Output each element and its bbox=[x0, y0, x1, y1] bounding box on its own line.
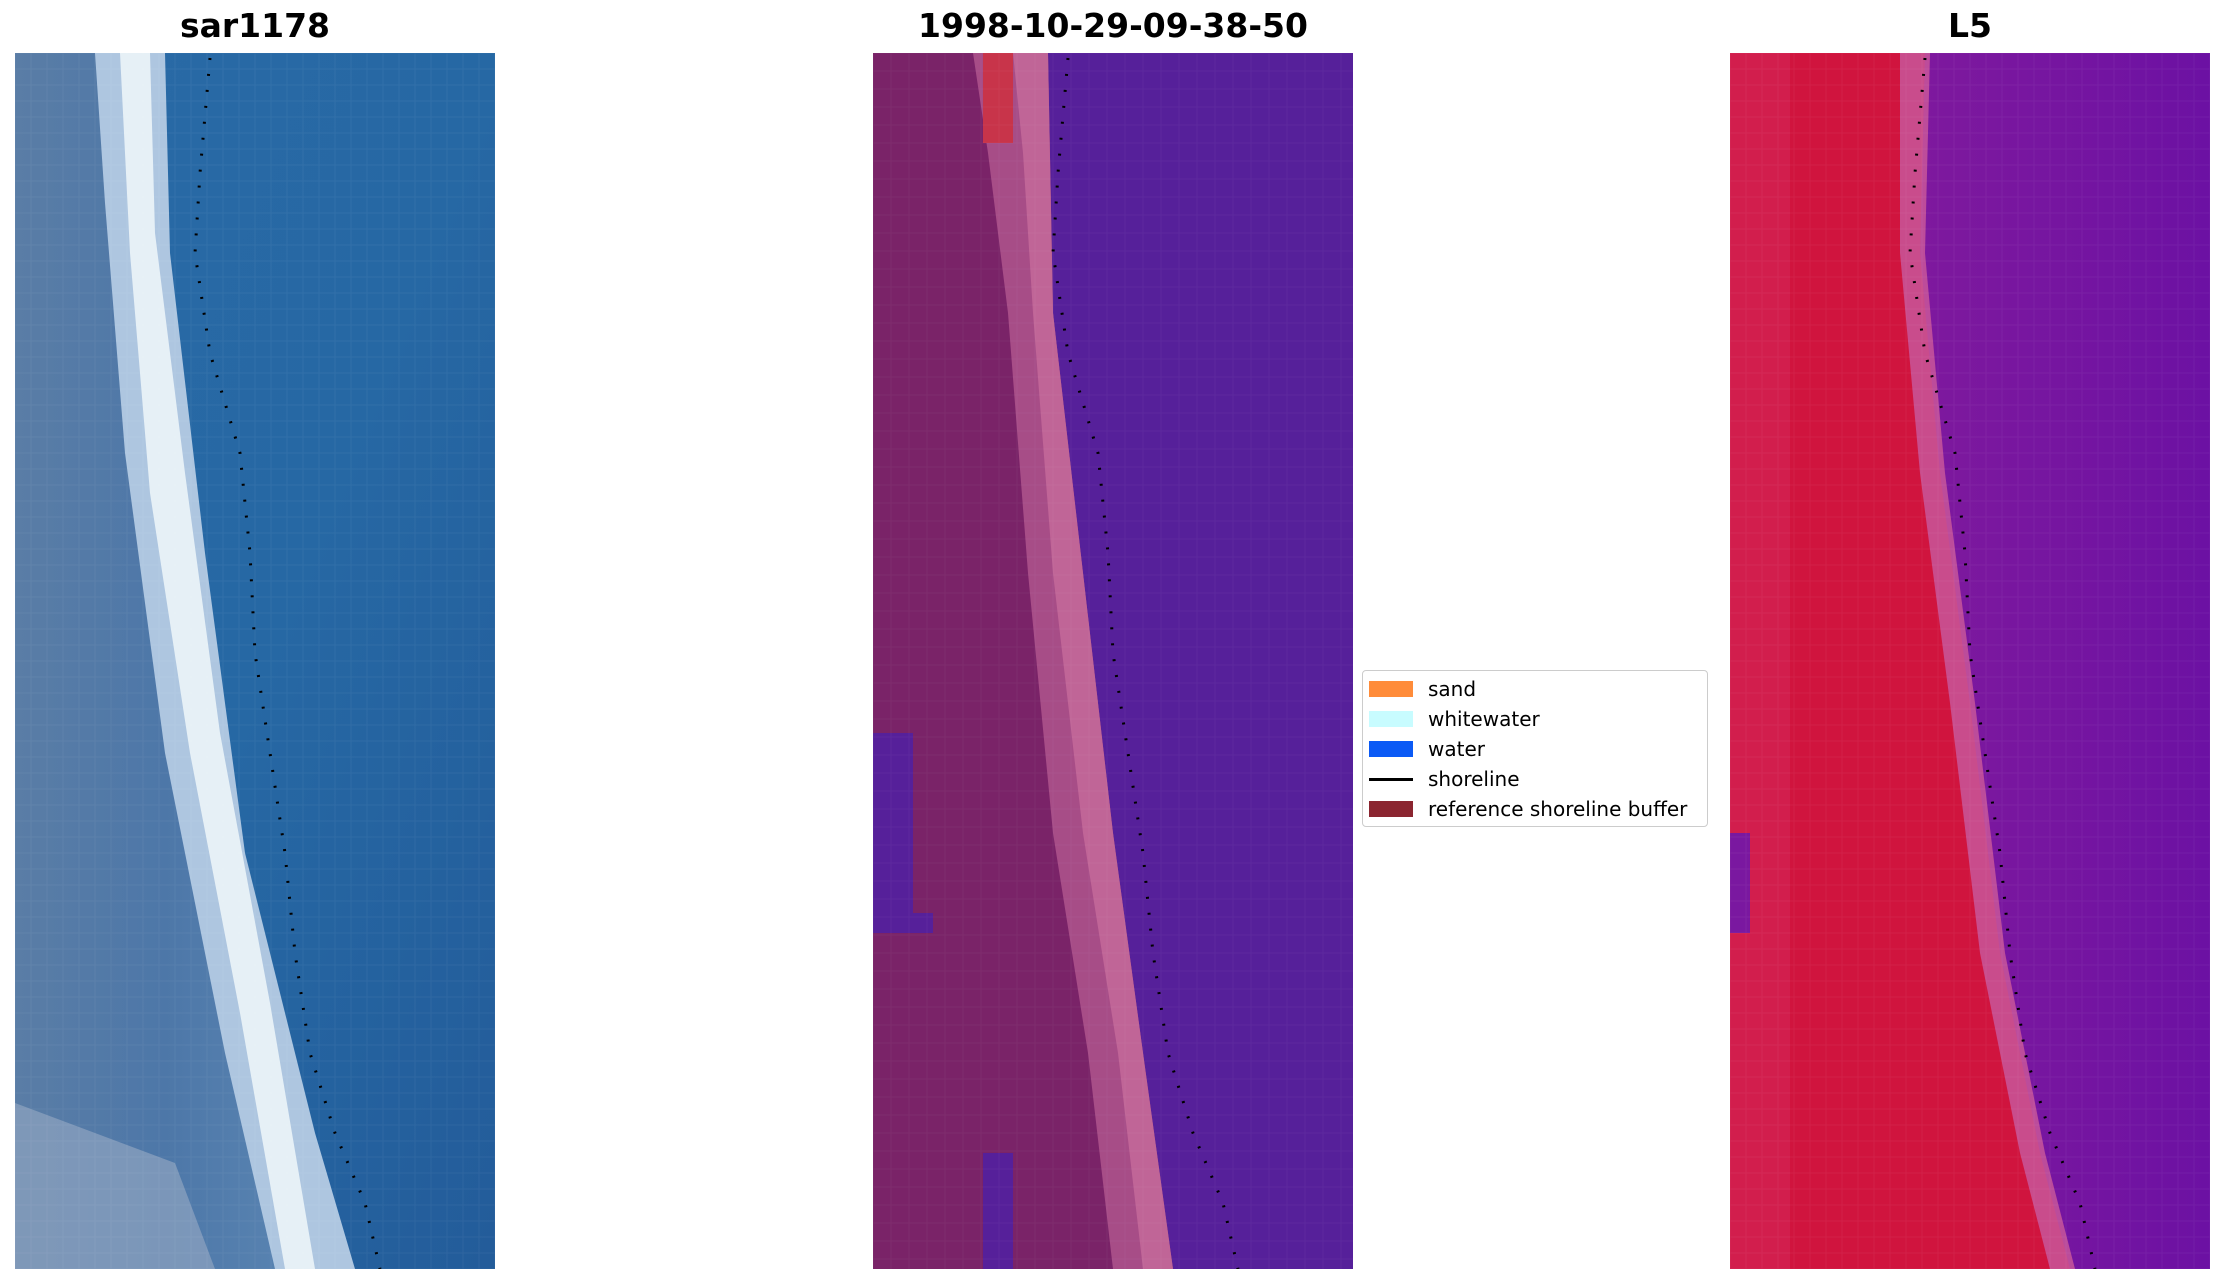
legend-label-water: water bbox=[1428, 737, 1485, 761]
index-image bbox=[1730, 53, 2210, 1269]
legend-item-shoreline: shoreline bbox=[1369, 764, 1520, 794]
legend-label-sand: sand bbox=[1428, 677, 1477, 701]
legend-item-reference-buffer: reference shoreline buffer bbox=[1369, 794, 1687, 824]
rgb-image-panel bbox=[15, 53, 495, 1269]
legend-label-reference-buffer: reference shoreline buffer bbox=[1428, 797, 1688, 821]
index-image-panel bbox=[1730, 53, 2210, 1269]
panel-title-classified: 1998-10-29-09-38-50 bbox=[918, 6, 1308, 45]
legend-item-whitewater: whitewater bbox=[1369, 704, 1540, 734]
legend-label-whitewater: whitewater bbox=[1428, 707, 1540, 731]
legend: sand whitewater water shoreline referenc… bbox=[1362, 670, 1708, 827]
rgb-image bbox=[15, 53, 495, 1269]
legend-swatch-sand bbox=[1369, 681, 1413, 697]
panel-title-rgb: sar1178 bbox=[179, 6, 331, 45]
legend-item-water: water bbox=[1369, 734, 1485, 764]
legend-label-shoreline: shoreline bbox=[1428, 767, 1520, 791]
legend-item-sand: sand bbox=[1369, 674, 1476, 704]
panel-title-index: L5 bbox=[1948, 6, 1992, 45]
legend-swatch-reference-buffer bbox=[1369, 801, 1413, 817]
legend-swatch-water bbox=[1369, 741, 1413, 757]
legend-line-shoreline bbox=[1369, 777, 1413, 781]
classified-image bbox=[873, 53, 1353, 1269]
classified-image-panel bbox=[873, 53, 1353, 1269]
legend-swatch-whitewater bbox=[1369, 711, 1413, 727]
